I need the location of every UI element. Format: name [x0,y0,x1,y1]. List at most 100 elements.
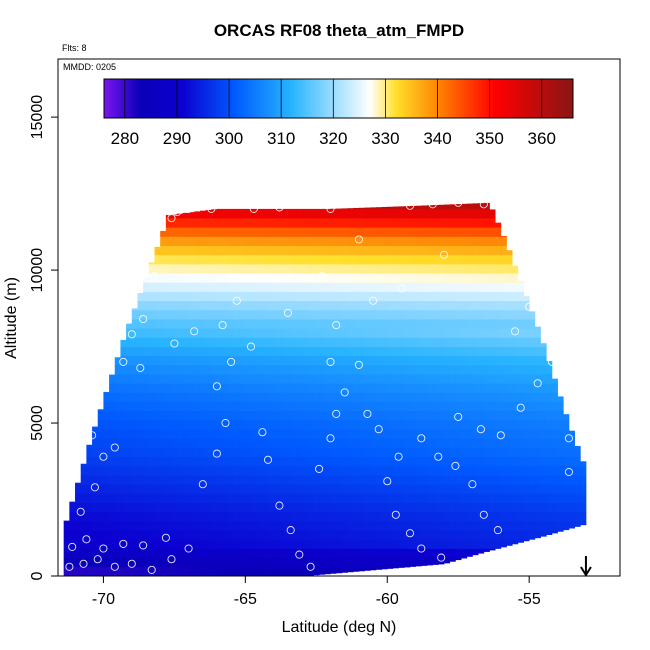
field-cell [455,410,462,421]
field-cell [495,222,502,228]
field-cell [483,548,490,552]
field-cell [222,566,229,577]
field-cell [114,465,121,476]
field-cell [319,328,326,338]
field-cell [478,337,485,347]
field-cell [398,374,405,384]
field-cell [421,484,428,494]
field-cell [483,392,490,403]
field-cell [568,438,575,448]
field-cell [353,557,360,568]
field-cell [285,227,292,237]
field-cell [546,392,553,403]
field-cell [392,245,400,256]
field-cell [512,309,519,320]
field-cell [404,245,411,256]
field-cell [199,447,206,458]
field-cell [421,530,428,540]
field-cell [404,227,411,237]
field-cell [165,319,172,329]
field-cell [114,357,121,366]
field-cell [199,520,206,531]
field-cell [478,383,485,393]
field-cell [171,465,178,476]
colorbar-segment [294,79,298,118]
field-cell [233,484,241,494]
field-cell [330,218,337,228]
field-cell [313,447,320,458]
field-cell [409,291,417,302]
field-cell [461,319,468,329]
field-cell [131,493,138,503]
field-cell [375,254,382,265]
field-cell [364,502,371,513]
field-cell [534,530,541,539]
field-cell [182,263,189,274]
field-cell [268,263,275,274]
field-cell [523,429,530,439]
field-cell [353,300,360,311]
field-cell [568,502,575,513]
field-cell [313,465,320,476]
field-cell [557,475,564,485]
field-cell [500,419,507,430]
field-cell [495,227,502,237]
field-cell [330,475,337,485]
field-cell [563,456,570,467]
field-cell [251,273,258,283]
colorbar-segment [302,79,306,118]
field-cell [449,208,456,219]
field-cell [302,429,309,439]
colorbar-segment [223,79,227,118]
field-cell [336,300,343,311]
field-cell [165,484,172,494]
field-cell [290,484,297,494]
field-cell [211,465,218,476]
field-cell [86,493,93,503]
field-cell [75,520,82,531]
field-cell [86,511,93,522]
colorbar-segment [309,79,313,118]
field-cell [194,539,201,549]
field-cell [495,447,502,458]
field-cell [307,429,314,439]
field-cell [444,218,451,228]
field-cell [375,548,382,559]
field-cell [268,227,275,237]
colorbar-segment [106,79,110,118]
field-cell [347,291,354,302]
field-cell [455,374,462,384]
field-cell [483,429,490,439]
field-cell [279,245,286,256]
field-cell [336,337,343,347]
field-cell [449,539,456,549]
field-cell [358,447,365,458]
field-cell [211,291,218,302]
field-cell [426,392,434,403]
field-cell [233,328,241,338]
field-cell [313,401,320,412]
field-cell [557,396,564,403]
field-cell [143,566,150,577]
field-cell [563,511,570,522]
field-cell [517,530,524,540]
sample-point [190,327,199,336]
field-cell [358,401,365,412]
field-cell [205,548,212,559]
field-cell [336,263,343,274]
field-cell [228,309,235,320]
field-cell [75,511,82,522]
field-cell [273,374,280,384]
field-cell [148,410,155,421]
field-cell [290,557,297,568]
field-cell [290,429,297,439]
field-cell [137,374,144,384]
field-cell [296,438,303,448]
field-cell [358,383,365,393]
field-cell [273,355,280,366]
field-cell [324,557,331,568]
field-cell [551,410,558,421]
field-cell [483,282,490,292]
field-cell [256,465,263,476]
field-cell [324,475,331,485]
